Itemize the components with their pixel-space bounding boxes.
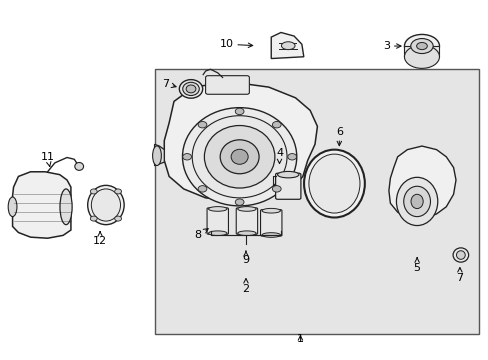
FancyBboxPatch shape [205, 76, 249, 94]
Ellipse shape [404, 45, 439, 68]
Ellipse shape [304, 150, 364, 217]
Ellipse shape [281, 42, 294, 50]
Text: 7: 7 [162, 78, 176, 89]
Ellipse shape [231, 149, 247, 164]
Ellipse shape [192, 116, 286, 198]
Text: 12: 12 [93, 232, 107, 247]
Text: 8: 8 [194, 229, 208, 240]
Ellipse shape [277, 171, 298, 178]
Text: 10: 10 [219, 39, 252, 49]
Ellipse shape [262, 208, 280, 213]
Circle shape [287, 154, 296, 160]
Circle shape [198, 121, 206, 128]
Ellipse shape [186, 85, 196, 93]
Ellipse shape [403, 186, 429, 217]
Ellipse shape [152, 146, 161, 166]
Text: 6: 6 [335, 127, 342, 146]
Text: 3: 3 [383, 41, 400, 51]
Polygon shape [164, 82, 317, 202]
Circle shape [115, 216, 121, 221]
Circle shape [235, 199, 244, 205]
Ellipse shape [208, 231, 226, 235]
Ellipse shape [308, 154, 359, 213]
Bar [154, 69, 478, 334]
Ellipse shape [208, 207, 226, 211]
Ellipse shape [183, 82, 199, 95]
FancyBboxPatch shape [236, 208, 257, 234]
Circle shape [90, 189, 97, 194]
Circle shape [115, 189, 121, 194]
FancyBboxPatch shape [260, 210, 282, 236]
Ellipse shape [452, 248, 468, 262]
Text: 2: 2 [242, 279, 249, 294]
Ellipse shape [204, 126, 274, 188]
Ellipse shape [262, 233, 280, 237]
Text: 5: 5 [413, 258, 420, 273]
Ellipse shape [396, 177, 437, 226]
Ellipse shape [8, 197, 17, 217]
Polygon shape [13, 172, 71, 238]
Text: 1: 1 [296, 334, 304, 344]
Polygon shape [271, 32, 303, 59]
Circle shape [272, 186, 281, 192]
FancyBboxPatch shape [206, 208, 228, 234]
Ellipse shape [410, 194, 422, 208]
Ellipse shape [220, 140, 259, 174]
Ellipse shape [182, 108, 296, 206]
Text: 4: 4 [275, 148, 283, 163]
Circle shape [235, 108, 244, 114]
Circle shape [90, 216, 97, 221]
Ellipse shape [456, 251, 464, 259]
Ellipse shape [179, 80, 202, 98]
Ellipse shape [60, 189, 72, 225]
Circle shape [183, 154, 191, 160]
Circle shape [198, 186, 206, 192]
Circle shape [272, 121, 281, 128]
Ellipse shape [237, 231, 256, 235]
Ellipse shape [87, 185, 124, 225]
Ellipse shape [410, 39, 432, 54]
Text: 9: 9 [242, 251, 249, 265]
Ellipse shape [91, 189, 120, 221]
Ellipse shape [404, 35, 439, 58]
Text: 7: 7 [455, 267, 463, 283]
Ellipse shape [416, 42, 427, 50]
Ellipse shape [237, 207, 256, 211]
Text: 11: 11 [41, 152, 55, 166]
Ellipse shape [75, 162, 83, 170]
FancyBboxPatch shape [275, 173, 300, 199]
Polygon shape [154, 144, 164, 166]
Polygon shape [404, 46, 439, 57]
Polygon shape [388, 146, 455, 219]
